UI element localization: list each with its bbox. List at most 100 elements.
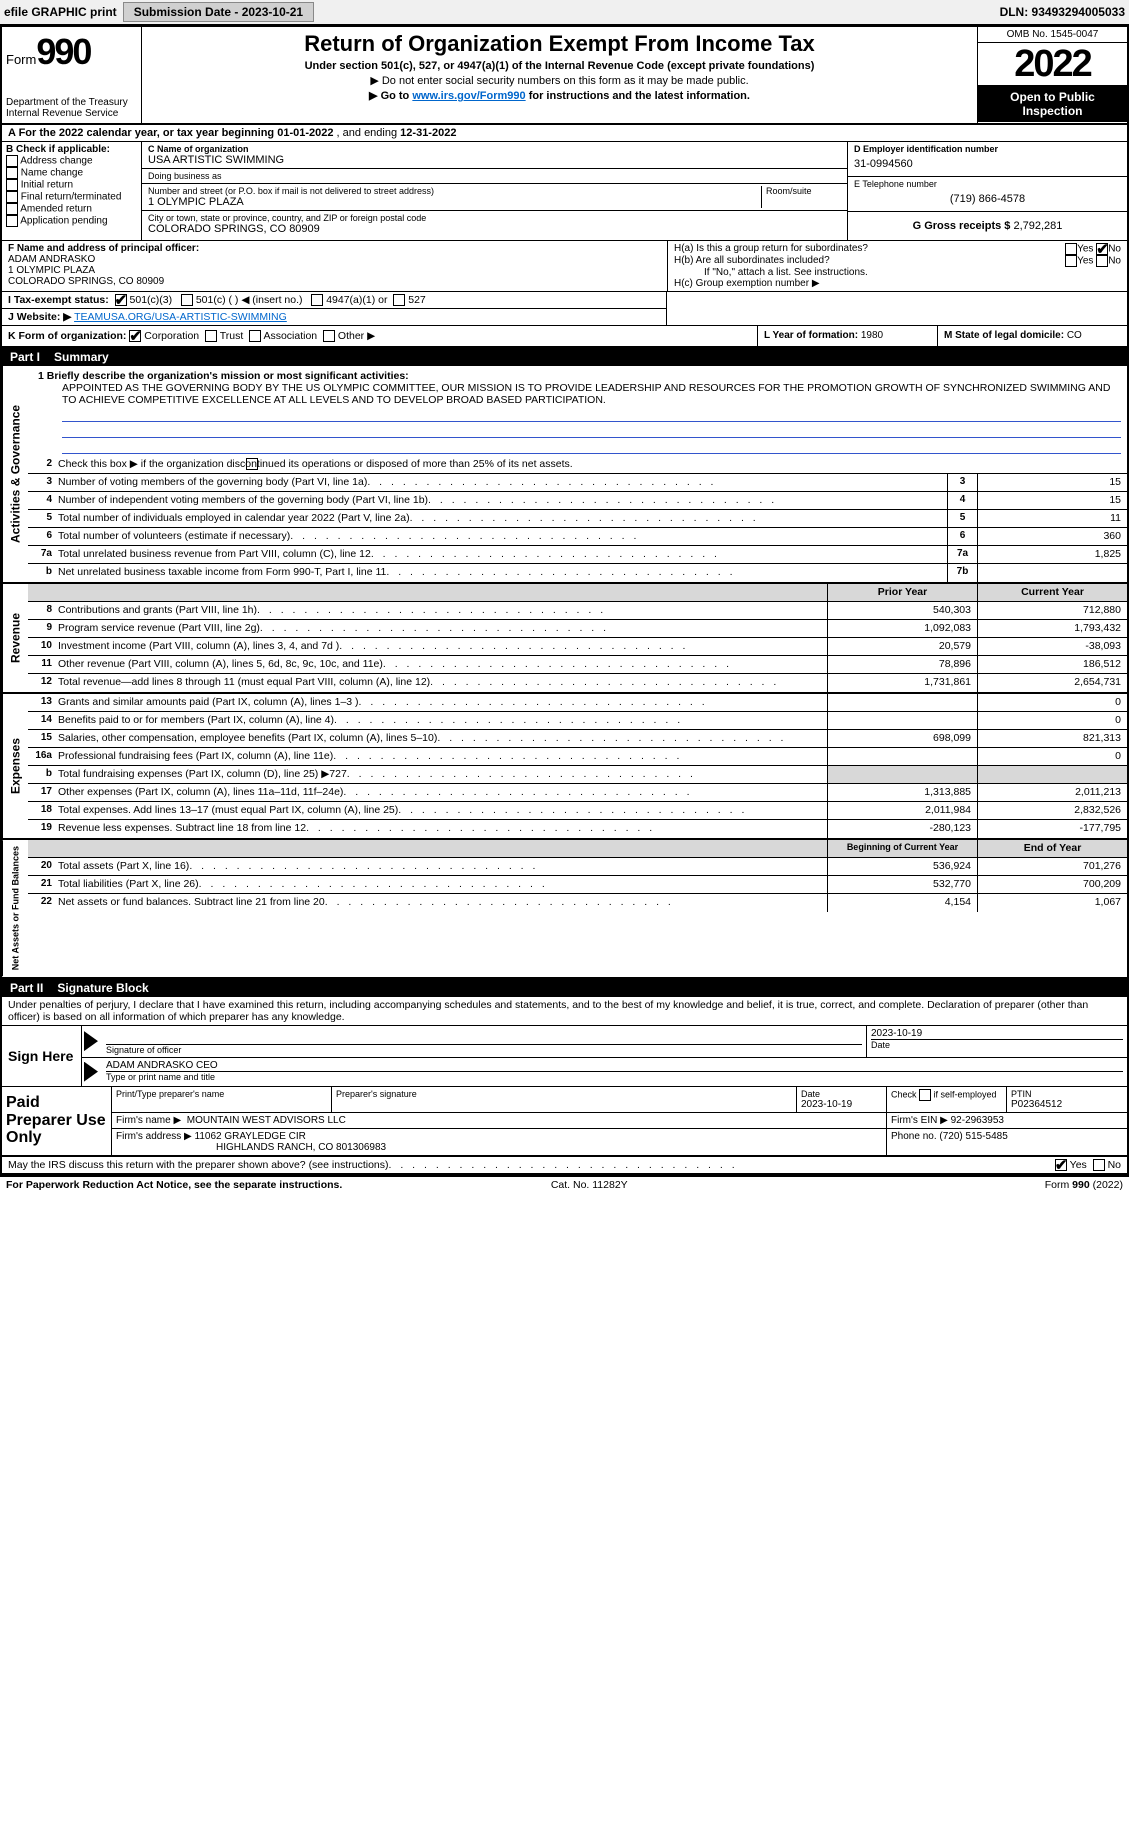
initial-return-checkbox[interactable] (6, 179, 18, 191)
discuss-no-checkbox[interactable] (1093, 1159, 1105, 1171)
period-prefix: A For the 2022 calendar year, or tax yea… (8, 127, 277, 139)
activities-governance-section: Activities & Governance 1 Briefly descri… (2, 366, 1127, 584)
4947-checkbox[interactable] (311, 294, 323, 306)
ha-no: No (1108, 244, 1121, 255)
501c3-checkbox[interactable] (115, 294, 127, 306)
sig-date: 2023-10-19 (871, 1028, 1123, 1039)
page-footer: For Paperwork Reduction Act Notice, see … (0, 1177, 1129, 1193)
discuss-row: May the IRS discuss this return with the… (2, 1157, 1127, 1175)
open-to-public: Open to Public Inspection (978, 86, 1127, 122)
website-link[interactable]: TEAMUSA.ORG/USA-ARTISTIC-SWIMMING (74, 311, 287, 323)
ein-label: D Employer identification number (854, 144, 1121, 154)
gross-value: 2,792,281 (1013, 220, 1062, 232)
type-name-caption: Type or print name and title (106, 1071, 1123, 1082)
side-expenses: Expenses (2, 694, 28, 838)
line6-value: 360 (977, 528, 1127, 545)
period-mid: , and ending (337, 127, 401, 139)
tax-exempt-row: I Tax-exempt status: 501(c)(3) 501(c) ( … (2, 292, 666, 309)
line4-value: 15 (977, 492, 1127, 509)
application-pending-label: Application pending (20, 216, 107, 227)
hb-yes-checkbox[interactable] (1065, 255, 1077, 267)
street-label: Number and street (or P.O. box if mail i… (148, 186, 761, 196)
table-row: bTotal fundraising expenses (Part IX, co… (28, 766, 1127, 784)
paid-preparer-block: Paid Preparer Use Only Print/Type prepar… (2, 1087, 1127, 1157)
period-begin: 01-01-2022 (277, 127, 333, 139)
ha-yes-checkbox[interactable] (1065, 243, 1077, 255)
line2-checkbox[interactable] (246, 458, 258, 470)
col-b-label: B Check if applicable: (6, 144, 137, 155)
col-d: D Employer identification number 31-0994… (847, 142, 1127, 240)
website-row: J Website: ▶ TEAMUSA.ORG/USA-ARTISTIC-SW… (2, 309, 666, 325)
prep-sig-hdr: Preparer's signature (336, 1089, 792, 1099)
row-m: M State of legal domicile: CO (937, 326, 1127, 346)
submission-date-button[interactable]: Submission Date - 2023-10-21 (123, 2, 314, 22)
form-subtitle: Under section 501(c), 527, or 4947(a)(1)… (150, 60, 969, 72)
line7b-text: Net unrelated business taxable income fr… (58, 566, 386, 580)
table-row: 11Other revenue (Part VIII, column (A), … (28, 656, 1127, 674)
mission-block: 1 Briefly describe the organization's mi… (28, 366, 1127, 456)
goto-prefix: ▶ Go to (369, 90, 412, 102)
ha-yes: Yes (1077, 244, 1093, 255)
hb-no: No (1108, 256, 1121, 267)
prep-ptin-hdr: PTIN (1011, 1089, 1123, 1099)
ha-label: H(a) Is this a group return for subordin… (674, 243, 868, 255)
discuss-text: May the IRS discuss this return with the… (8, 1159, 389, 1171)
line3-value: 15 (977, 474, 1127, 491)
final-return-checkbox[interactable] (6, 191, 18, 203)
form-header: Form990 Department of the Treasury Inter… (2, 27, 1127, 125)
application-pending-checkbox[interactable] (6, 215, 18, 227)
line3-text: Number of voting members of the governin… (58, 476, 367, 489)
type-arrow-icon (84, 1062, 98, 1082)
ha-no-checkbox[interactable] (1096, 243, 1108, 255)
firm-phone-label: Phone no. (891, 1131, 937, 1142)
prep-date: 2023-10-19 (801, 1099, 882, 1110)
firm-name-label: Firm's name ▶ (116, 1115, 181, 1126)
address-change-label: Address change (20, 156, 92, 167)
final-return-label: Final return/terminated (21, 192, 122, 203)
other-checkbox[interactable] (323, 330, 335, 342)
col-b-checkboxes: B Check if applicable: Address change Na… (2, 142, 142, 240)
name-change-label: Name change (21, 168, 83, 179)
table-row: 9Program service revenue (Part VIII, lin… (28, 620, 1127, 638)
gross-label: G Gross receipts $ (913, 220, 1011, 232)
part2-label: Part II (10, 981, 43, 995)
corp-checkbox[interactable] (129, 330, 141, 342)
hb-no-checkbox[interactable] (1096, 255, 1108, 267)
name-change-checkbox[interactable] (6, 167, 18, 179)
line6-text: Total number of volunteers (estimate if … (58, 530, 290, 543)
501c-checkbox[interactable] (181, 294, 193, 306)
line7a-text: Total unrelated business revenue from Pa… (58, 548, 371, 561)
ein-value: 31-0994560 (854, 154, 1121, 174)
discuss-no: No (1108, 1159, 1121, 1171)
assoc-checkbox[interactable] (249, 330, 261, 342)
dba-label: Doing business as (148, 171, 841, 181)
discuss-yes-checkbox[interactable] (1055, 1159, 1067, 1171)
form-word: Form (6, 52, 36, 67)
4947-label: 4947(a)(1) or (326, 294, 387, 306)
phone-value: (719) 866-4578 (854, 189, 1121, 209)
amended-return-checkbox[interactable] (6, 203, 18, 215)
self-employed-checkbox[interactable] (919, 1089, 931, 1101)
tax-year: 2022 (978, 43, 1127, 86)
irs-link[interactable]: www.irs.gov/Form990 (412, 90, 525, 102)
officer-city: COLORADO SPRINGS, CO 80909 (8, 276, 661, 287)
firm-addr-label: Firm's address ▶ (116, 1131, 192, 1142)
firm-ein-label: Firm's EIN ▶ (891, 1115, 948, 1126)
side-net: Net Assets or Fund Balances (2, 840, 28, 976)
col-c: C Name of organization USA ARTISTIC SWIM… (142, 142, 847, 240)
table-row: 14Benefits paid to or for members (Part … (28, 712, 1127, 730)
trust-checkbox[interactable] (205, 330, 217, 342)
org-name-label: C Name of organization (148, 144, 841, 154)
part1-bar: Part I Summary (2, 348, 1127, 366)
527-checkbox[interactable] (393, 294, 405, 306)
table-row: 18Total expenses. Add lines 13–17 (must … (28, 802, 1127, 820)
amended-return-label: Amended return (20, 204, 92, 215)
hc-label: H(c) Group exemption number ▶ (674, 278, 1121, 289)
officer-label: F Name and address of principal officer: (8, 243, 661, 254)
table-row: 12Total revenue—add lines 8 through 11 (… (28, 674, 1127, 692)
sign-here-label: Sign Here (2, 1026, 82, 1086)
pra-notice: For Paperwork Reduction Act Notice, see … (6, 1179, 342, 1191)
address-change-checkbox[interactable] (6, 155, 18, 167)
begin-year-hdr: Beginning of Current Year (827, 840, 977, 857)
prior-year-hdr: Prior Year (827, 584, 977, 601)
